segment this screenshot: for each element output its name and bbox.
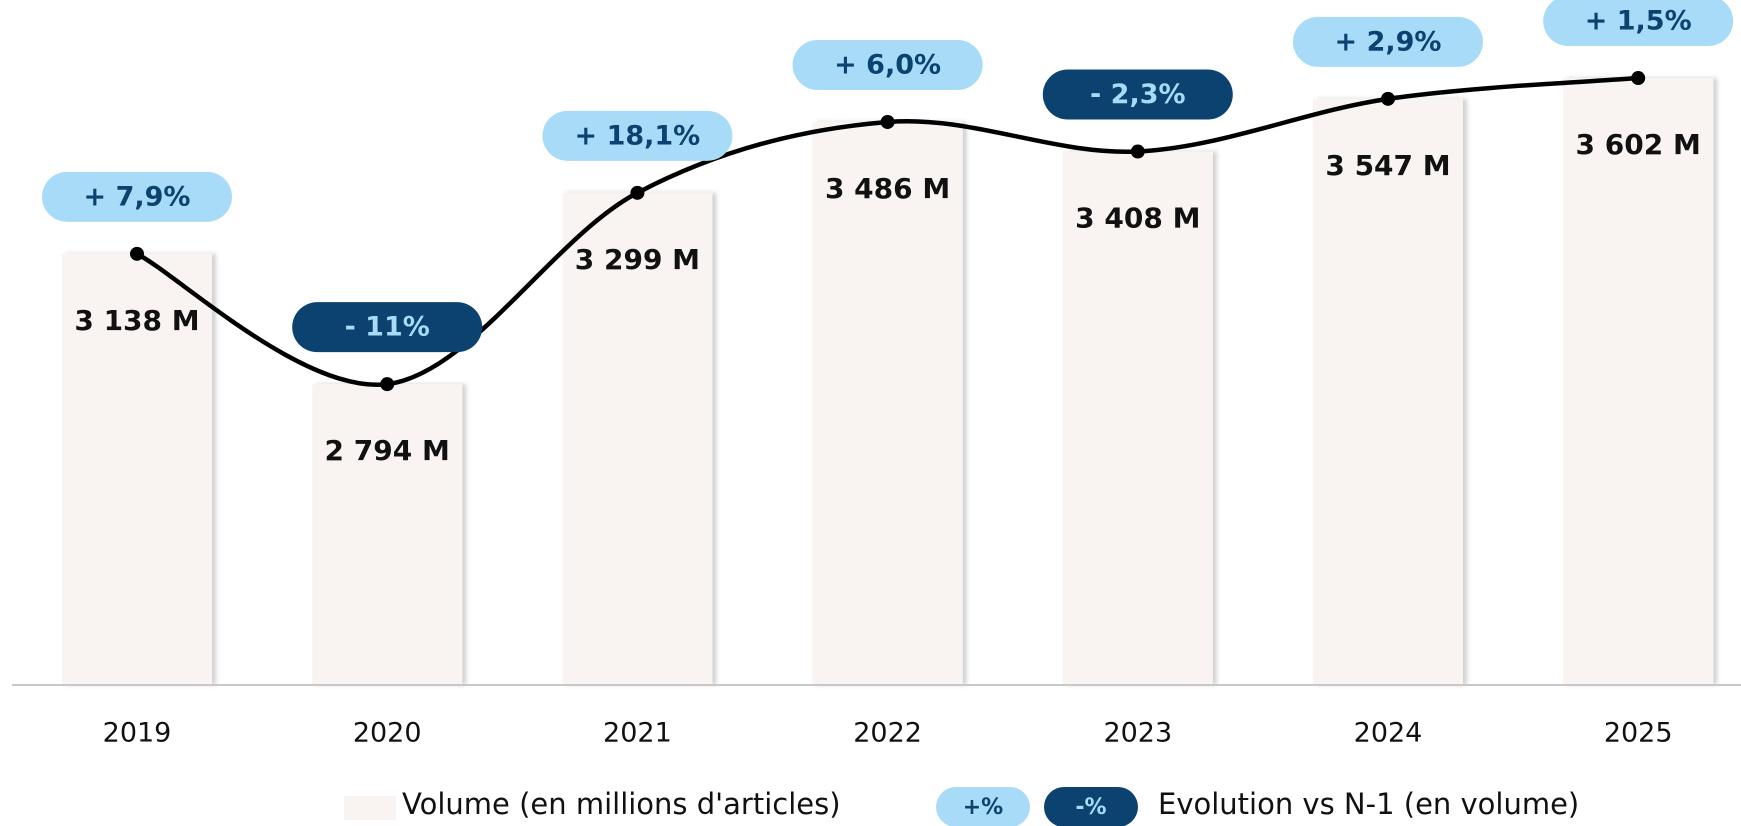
bar <box>1313 98 1463 685</box>
legend-badge <box>936 787 1030 826</box>
legend-swatch <box>344 796 396 820</box>
value-label: 3 299 M <box>575 243 700 276</box>
value-label: 3 602 M <box>1576 128 1701 161</box>
bar <box>1062 151 1213 686</box>
legend-label: Evolution vs N-1 (en volume) <box>1158 787 1579 821</box>
trend-point <box>380 377 395 392</box>
x-tick-label: 2024 <box>1354 718 1423 749</box>
change-badge <box>1543 0 1734 47</box>
x-tick-label: 2021 <box>603 718 672 749</box>
x-tick-label: 2019 <box>103 718 172 749</box>
change-badge <box>1293 16 1483 67</box>
legend-badge-label: -% <box>1075 795 1106 820</box>
change-badge <box>292 302 483 353</box>
legend-label: Volume (en millions d'articles) <box>402 787 841 821</box>
bar <box>312 384 463 685</box>
change-badge <box>542 110 733 161</box>
change-badge <box>42 171 232 222</box>
x-tick-label: 2023 <box>1103 718 1172 749</box>
bar <box>62 253 212 685</box>
value-label: 3 408 M <box>1075 202 1200 235</box>
value-label: 2 794 M <box>325 434 450 467</box>
value-label: 3 486 M <box>825 172 950 205</box>
trend-point <box>1130 144 1145 159</box>
trend-point <box>1631 71 1646 86</box>
x-tick-label: 2022 <box>853 718 922 749</box>
value-label: 3 138 M <box>74 304 199 337</box>
legend-badge <box>1044 787 1138 826</box>
trend-point <box>130 246 144 261</box>
value-label: 3 547 M <box>1325 149 1450 182</box>
change-label: - 2,3% <box>1090 79 1186 110</box>
change-label: - 11% <box>345 312 430 343</box>
change-label: + 18,1% <box>575 120 701 151</box>
change-badge <box>792 39 983 90</box>
x-tick-label: 2025 <box>1604 718 1673 749</box>
change-label: + 1,5% <box>1585 6 1692 37</box>
bar <box>562 192 713 685</box>
trend-point <box>1381 91 1395 106</box>
bar <box>1563 78 1714 685</box>
trend-point <box>630 185 645 200</box>
legend-badge-label: +% <box>963 795 1003 820</box>
x-tick-label: 2020 <box>353 718 422 749</box>
bar <box>812 121 963 685</box>
change-label: + 6,0% <box>834 49 941 80</box>
change-label: + 7,9% <box>84 181 191 212</box>
change-badge <box>1042 69 1233 120</box>
trend-point <box>880 114 895 129</box>
change-label: + 2,9% <box>1335 26 1442 57</box>
